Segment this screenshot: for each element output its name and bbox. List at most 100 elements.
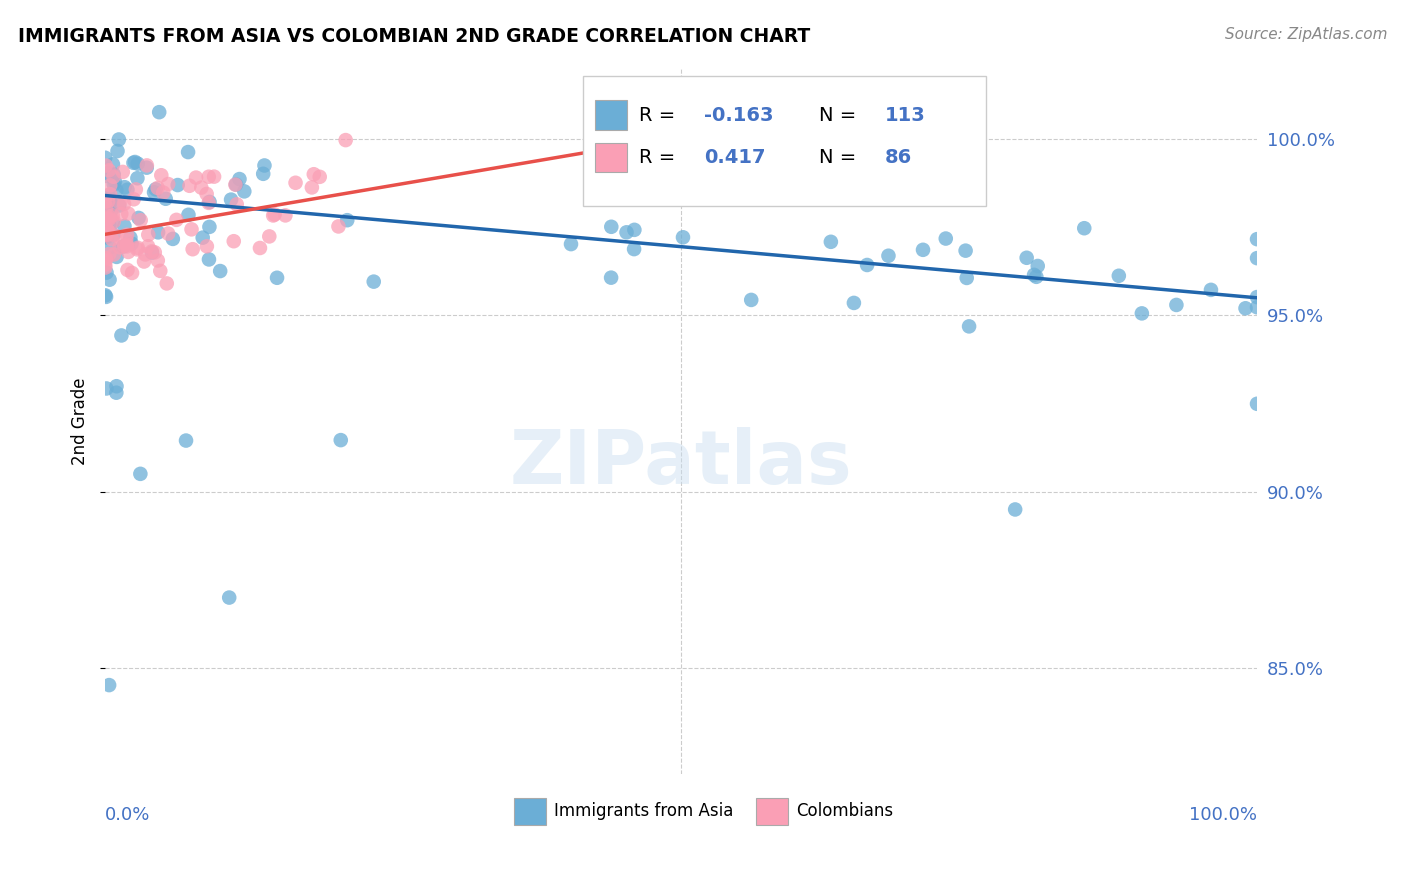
Point: [259, 229, 281, 244]
Point: [98, 678, 121, 692]
Point: [956, 271, 979, 285]
Point: [740, 293, 762, 307]
Point: [1234, 301, 1257, 316]
Point: [117, 244, 139, 259]
Point: [112, 196, 135, 211]
Point: [820, 235, 842, 249]
Point: [98, 211, 121, 226]
Point: [174, 434, 197, 448]
Text: Source: ZipAtlas.com: Source: ZipAtlas.com: [1225, 27, 1388, 42]
Point: [134, 247, 156, 261]
Point: [94, 216, 117, 230]
Point: [136, 239, 159, 253]
Point: [94, 169, 117, 183]
Point: [101, 215, 124, 229]
Point: [219, 193, 242, 207]
Point: [672, 230, 695, 244]
Point: [195, 186, 218, 201]
Point: [127, 243, 149, 257]
Point: [105, 385, 128, 400]
Point: [103, 227, 125, 242]
Point: [284, 176, 307, 190]
Point: [225, 197, 247, 211]
Point: [110, 207, 132, 221]
Text: -0.163: -0.163: [704, 105, 773, 125]
Point: [96, 223, 118, 237]
Point: [101, 208, 124, 222]
Point: [1130, 306, 1153, 320]
Y-axis label: 2nd Grade: 2nd Grade: [72, 377, 89, 465]
Point: [195, 239, 218, 253]
Point: [202, 169, 225, 184]
Point: [856, 258, 879, 272]
Point: [103, 168, 125, 182]
Point: [336, 213, 359, 227]
Point: [94, 191, 117, 205]
Point: [877, 249, 900, 263]
Point: [115, 227, 138, 242]
Point: [94, 260, 117, 275]
Point: [108, 132, 131, 146]
Point: [97, 194, 120, 209]
Text: Colombians: Colombians: [796, 803, 893, 821]
Point: [155, 192, 177, 206]
Point: [162, 232, 184, 246]
Text: R =: R =: [638, 105, 675, 125]
Point: [146, 181, 169, 195]
Point: [129, 467, 152, 481]
Point: [97, 209, 120, 223]
Point: [100, 195, 122, 210]
Point: [104, 175, 127, 189]
Point: [842, 296, 865, 310]
Point: [957, 319, 980, 334]
Point: [107, 144, 129, 158]
Point: [308, 169, 330, 184]
Point: [97, 163, 120, 178]
Point: [97, 224, 120, 238]
Point: [120, 230, 142, 244]
Point: [1073, 221, 1095, 235]
Point: [125, 182, 148, 196]
Point: [1246, 397, 1268, 411]
Point: [122, 192, 145, 206]
Point: [132, 254, 155, 268]
Point: [198, 252, 221, 267]
Point: [156, 277, 179, 291]
Point: [121, 266, 143, 280]
Point: [96, 223, 118, 237]
Point: [94, 290, 117, 304]
Point: [1108, 268, 1130, 283]
Point: [115, 239, 138, 253]
Text: 0.0%: 0.0%: [105, 805, 150, 824]
Point: [560, 237, 582, 252]
Point: [94, 211, 117, 226]
Point: [1166, 298, 1188, 312]
Point: [135, 161, 157, 175]
Point: [117, 183, 139, 197]
Point: [103, 178, 125, 192]
Text: 100.0%: 100.0%: [1189, 805, 1257, 824]
Point: [98, 194, 121, 209]
Point: [335, 133, 357, 147]
Point: [101, 157, 124, 171]
Point: [94, 207, 117, 221]
Point: [97, 203, 120, 218]
Point: [911, 243, 934, 257]
Point: [96, 204, 118, 219]
Point: [197, 169, 219, 184]
Point: [136, 227, 159, 242]
Point: [128, 211, 150, 225]
Point: [146, 225, 169, 239]
Point: [329, 433, 352, 447]
Point: [149, 264, 172, 278]
Point: [197, 195, 219, 210]
Point: [94, 229, 117, 244]
Point: [98, 273, 121, 287]
Point: [94, 251, 117, 265]
Point: [94, 215, 117, 229]
Point: [122, 322, 145, 336]
FancyBboxPatch shape: [583, 76, 987, 206]
Point: [96, 193, 118, 207]
Point: [1026, 259, 1049, 273]
Point: [1004, 502, 1026, 516]
